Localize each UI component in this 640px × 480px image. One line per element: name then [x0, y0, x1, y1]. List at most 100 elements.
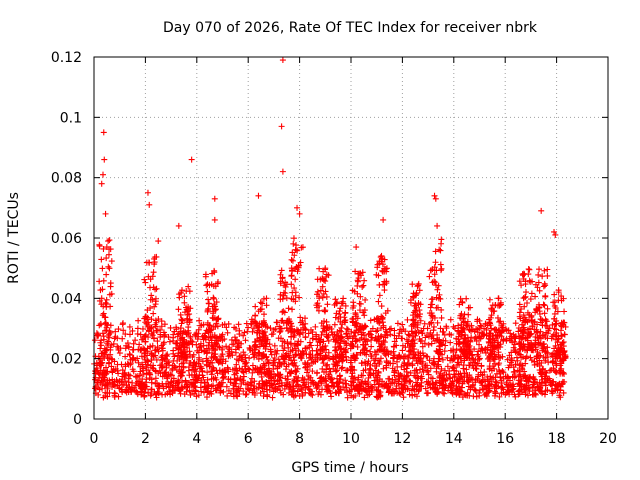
x-tick-label: 12: [393, 431, 411, 447]
data-point: [149, 364, 156, 371]
data-point: [456, 340, 463, 347]
data-point: [483, 326, 490, 333]
data-point: [474, 351, 481, 358]
data-point: [164, 390, 171, 397]
data-point: [512, 373, 519, 380]
data-point: [448, 383, 455, 390]
data-point: [155, 390, 162, 397]
data-point: [463, 295, 470, 302]
data-point: [435, 363, 442, 370]
data-point: [96, 371, 103, 378]
data-point: [518, 282, 525, 289]
data-point: [339, 364, 346, 371]
data-point: [122, 331, 129, 338]
data-point: [427, 301, 434, 308]
data-point: [115, 326, 122, 333]
data-point: [239, 356, 246, 363]
data-point: [242, 360, 249, 367]
data-point: [170, 347, 177, 354]
data-point: [500, 336, 507, 343]
data-point: [380, 216, 387, 223]
x-tick-label: 18: [548, 431, 566, 447]
data-point: [323, 293, 330, 300]
data-point: [330, 383, 337, 390]
data-point: [536, 266, 543, 273]
data-point: [445, 387, 452, 394]
data-point: [409, 281, 416, 288]
data-point: [406, 377, 413, 384]
data-point: [196, 363, 203, 370]
data-point: [223, 324, 230, 331]
data-point: [346, 388, 353, 395]
data-point: [484, 373, 491, 380]
data-point: [536, 367, 543, 374]
data-point: [241, 329, 248, 336]
data-point: [527, 354, 534, 361]
data-point: [553, 382, 560, 389]
data-point: [353, 244, 360, 251]
data-point: [509, 357, 516, 364]
data-point: [223, 383, 230, 390]
data-point: [199, 358, 206, 365]
data-point: [327, 375, 334, 382]
data-point: [291, 359, 298, 366]
data-point: [249, 328, 256, 335]
data-point: [155, 238, 162, 245]
data-point: [103, 364, 110, 371]
data-point: [390, 355, 397, 362]
data-point: [276, 323, 283, 330]
data-point: [344, 367, 351, 374]
data-point: [291, 377, 298, 384]
data-point: [129, 366, 136, 373]
y-tick-label: 0.04: [51, 291, 82, 307]
data-point: [393, 358, 400, 365]
data-point: [538, 380, 545, 387]
data-point: [285, 389, 292, 396]
data-point: [324, 388, 331, 395]
data-point: [240, 377, 247, 384]
data-point: [424, 353, 431, 360]
data-point: [540, 354, 547, 361]
data-point: [544, 305, 551, 312]
data-point: [360, 282, 367, 289]
data-point: [111, 335, 118, 342]
data-point: [423, 353, 430, 360]
data-point: [288, 256, 295, 263]
data-point: [104, 390, 111, 397]
x-tick-label: 2: [141, 431, 150, 447]
data-point: [354, 282, 361, 289]
data-point: [119, 388, 126, 395]
data-point: [135, 317, 142, 324]
data-point: [102, 210, 109, 217]
data-point: [97, 362, 104, 369]
data-point: [204, 288, 211, 295]
data-point: [104, 354, 111, 361]
data-point: [160, 341, 167, 348]
data-point: [367, 361, 374, 368]
data-point: [440, 384, 447, 391]
data-point: [328, 376, 335, 383]
data-point: [434, 286, 441, 293]
data-point: [539, 376, 546, 383]
data-point: [99, 265, 106, 272]
data-point: [213, 387, 220, 394]
data-point: [390, 348, 397, 355]
data-point: [395, 380, 402, 387]
data-point: [432, 279, 439, 286]
data-point: [115, 393, 122, 400]
data-point: [98, 377, 105, 384]
data-point: [314, 342, 321, 349]
data-point: [441, 390, 448, 397]
data-point: [174, 340, 181, 347]
data-point: [140, 335, 147, 342]
data-point: [275, 371, 282, 378]
data-point: [233, 361, 240, 368]
data-point: [510, 369, 517, 376]
y-tick-label: 0.12: [51, 50, 82, 66]
data-point: [125, 375, 132, 382]
data-point: [472, 365, 479, 372]
data-point: [158, 345, 165, 352]
data-point: [486, 378, 493, 385]
data-point: [450, 365, 457, 372]
